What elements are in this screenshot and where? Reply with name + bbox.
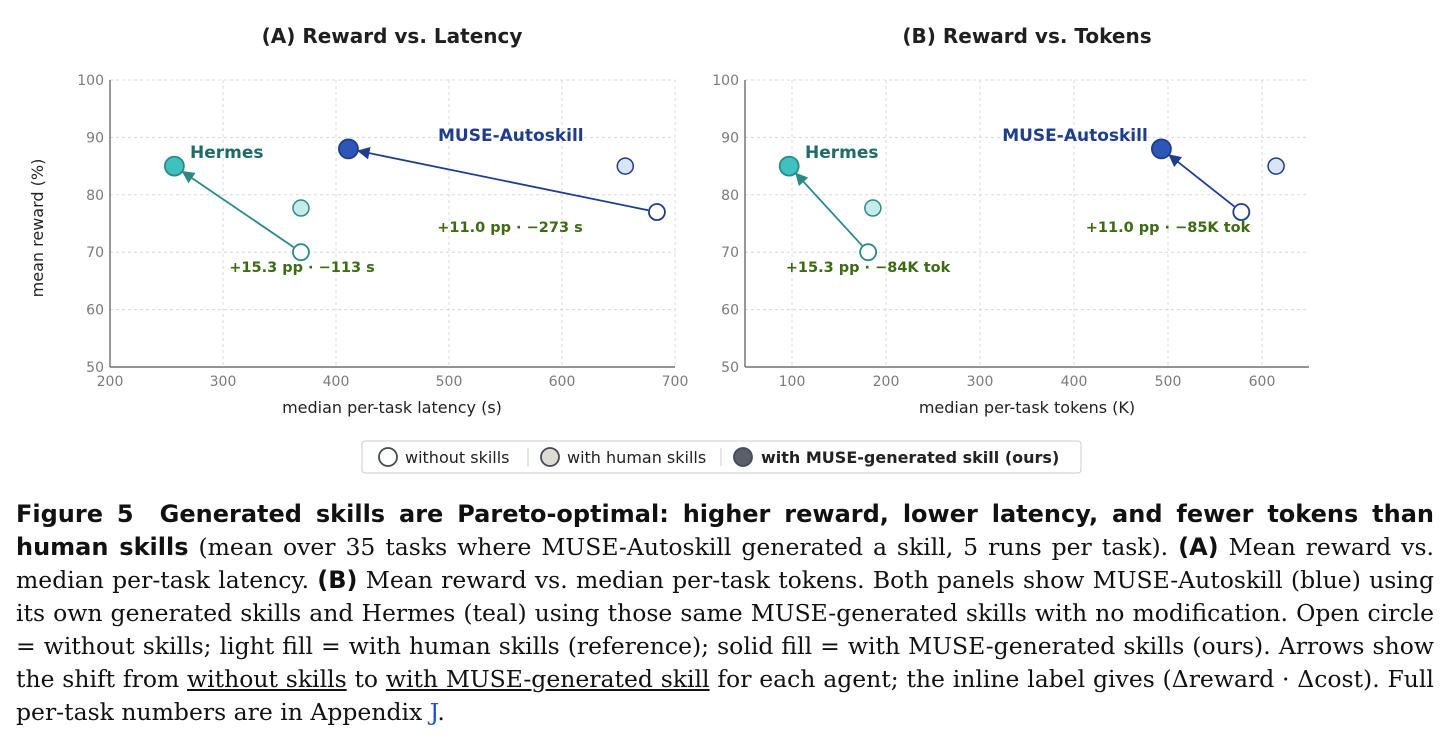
x-tick-label: 600 — [549, 374, 576, 390]
panel-b-hermes-generated-point — [778, 155, 800, 177]
panel-a-hermes-arrow — [181, 170, 295, 248]
panel-b-muse-delta-label: +11.0 pp · −85K tok — [1086, 220, 1251, 236]
panel-a-grid — [109, 79, 676, 368]
y-tick-label: 50 — [721, 360, 739, 376]
caption-tail: for each agent; the inline label gives (… — [16, 665, 1434, 726]
panel-a-muse-human-point — [616, 157, 635, 175]
panel-b-tick-labels: 100 200 300 400 500 600 50 60 70 80 90 100 — [712, 73, 1275, 390]
panel-a-muse-delta-label: +11.0 pp · −273 s — [437, 220, 582, 236]
panel-a-hermes-series-label: Hermes — [190, 143, 264, 163]
legend-generated-marker — [733, 447, 753, 467]
caption-b-text: Mean reward vs. median per-task tokens. … — [16, 566, 1434, 693]
caption-mid: to — [354, 665, 379, 693]
y-tick-label: 80 — [86, 188, 104, 204]
caption-underline-generated: with MUSE-generated skill — [385, 665, 710, 693]
panel-b-muse-series-label: MUSE-Autoskill — [1002, 126, 1148, 146]
caption-end: . — [437, 698, 445, 726]
caption-figure-label: Figure 5 — [16, 500, 134, 528]
x-tick-label: 400 — [1061, 374, 1088, 390]
panel-a-axes — [109, 80, 675, 368]
panel-b-muse-arrow — [1168, 154, 1235, 208]
panel-a-muse-without-point — [648, 203, 666, 221]
caption-a-label: (A) — [1178, 533, 1219, 561]
y-tick-label: 70 — [86, 245, 104, 261]
panel-a-tick-labels: 200 300 400 500 600 700 50 60 70 80 90 100 — [77, 73, 688, 390]
panel-b-title: (B) Reward vs. Tokens — [902, 24, 1151, 48]
panel-b-muse-human-point — [1267, 157, 1285, 175]
panel-a-muse-generated-point — [338, 138, 359, 160]
y-tick-label: 100 — [77, 73, 104, 89]
panel-b-hermes-series-label: Hermes — [805, 143, 879, 163]
y-tick-label: 100 — [712, 73, 739, 89]
y-tick-label: 60 — [721, 303, 739, 319]
x-tick-label: 200 — [97, 374, 124, 390]
appendix-link[interactable]: J — [429, 698, 438, 726]
panel-a-hermes-delta-label: +15.3 pp · −113 s — [229, 260, 374, 276]
y-tick-label: 50 — [86, 360, 104, 376]
legend-human-marker — [540, 447, 560, 467]
panel-a-title: (A) Reward vs. Latency — [262, 24, 523, 48]
panel-a: (A) Reward vs. Latency 200 300 400 500 600 70… — [28, 24, 688, 417]
x-tick-label: 300 — [210, 374, 237, 390]
legend-without-marker — [378, 447, 398, 467]
legend-generated-label: with MUSE-generated skill (ours) — [761, 448, 1059, 467]
panel-b-xlabel: median per-task tokens (K) — [919, 398, 1135, 417]
caption-headline: Generated skills are Pareto-optimal: hig… — [16, 500, 1434, 561]
panel-b-hermes-without-point — [859, 243, 878, 262]
figure-caption: Figure 5 Generated skills are Pareto-opt… — [16, 498, 1434, 729]
panel-a-marks: MUSE-Autoskill +11.0 pp · −273 s Hermes +15… — [164, 126, 666, 276]
y-tick-label: 90 — [721, 130, 739, 146]
panel-b-hermes-human-point — [864, 199, 882, 217]
y-tick-label: 70 — [721, 245, 739, 261]
x-tick-label: 500 — [1155, 374, 1182, 390]
caption-underline-without: without skills — [187, 665, 347, 693]
panel-a-muse-arrow — [356, 146, 649, 212]
legend: without skills with human skills with MU… — [361, 440, 1082, 474]
y-tick-label: 80 — [721, 188, 739, 204]
panel-b-hermes-delta-label: +15.3 pp · −84K tok — [786, 260, 951, 276]
panel-b-muse-generated-point — [1151, 138, 1172, 160]
y-tick-label: 90 — [86, 130, 104, 146]
legend-human-label: with human skills — [567, 448, 706, 467]
panel-b-axes — [744, 80, 1309, 368]
x-tick-label: 200 — [873, 374, 900, 390]
panel-a-xlabel: median per-task latency (s) — [282, 398, 502, 417]
panel-b: (B) Reward vs. Tokens 100 200 300 400 500 600… — [712, 24, 1309, 417]
caption-b-label: (B) — [317, 566, 358, 594]
x-tick-label: 300 — [967, 374, 994, 390]
x-tick-label: 700 — [662, 374, 689, 390]
x-tick-label: 100 — [779, 374, 806, 390]
panel-b-hermes-arrow — [795, 172, 863, 247]
caption-lead: (mean over 35 tasks where MUSE-Autoskill… — [198, 533, 1169, 561]
panel-b-muse-without-point — [1232, 203, 1251, 221]
x-tick-label: 600 — [1249, 374, 1276, 390]
panel-a-hermes-human-point — [292, 199, 310, 217]
panel-a-ylabel: mean reward (%) — [28, 159, 47, 298]
caption-a-text: Mean reward vs. median per-task latency. — [16, 533, 1434, 594]
panel-a-muse-series-label: MUSE-Autoskill — [438, 126, 584, 146]
x-tick-label: 500 — [436, 374, 463, 390]
legend-without-label: without skills — [405, 448, 510, 467]
panel-a-hermes-without-point — [292, 243, 310, 262]
x-tick-label: 400 — [323, 374, 350, 390]
panel-a-hermes-generated-point — [164, 155, 185, 177]
panel-b-marks: MUSE-Autoskill +11.0 pp · −85K tok Hermes +… — [778, 126, 1285, 276]
panel-b-grid — [745, 79, 1309, 368]
y-tick-label: 60 — [86, 303, 104, 319]
